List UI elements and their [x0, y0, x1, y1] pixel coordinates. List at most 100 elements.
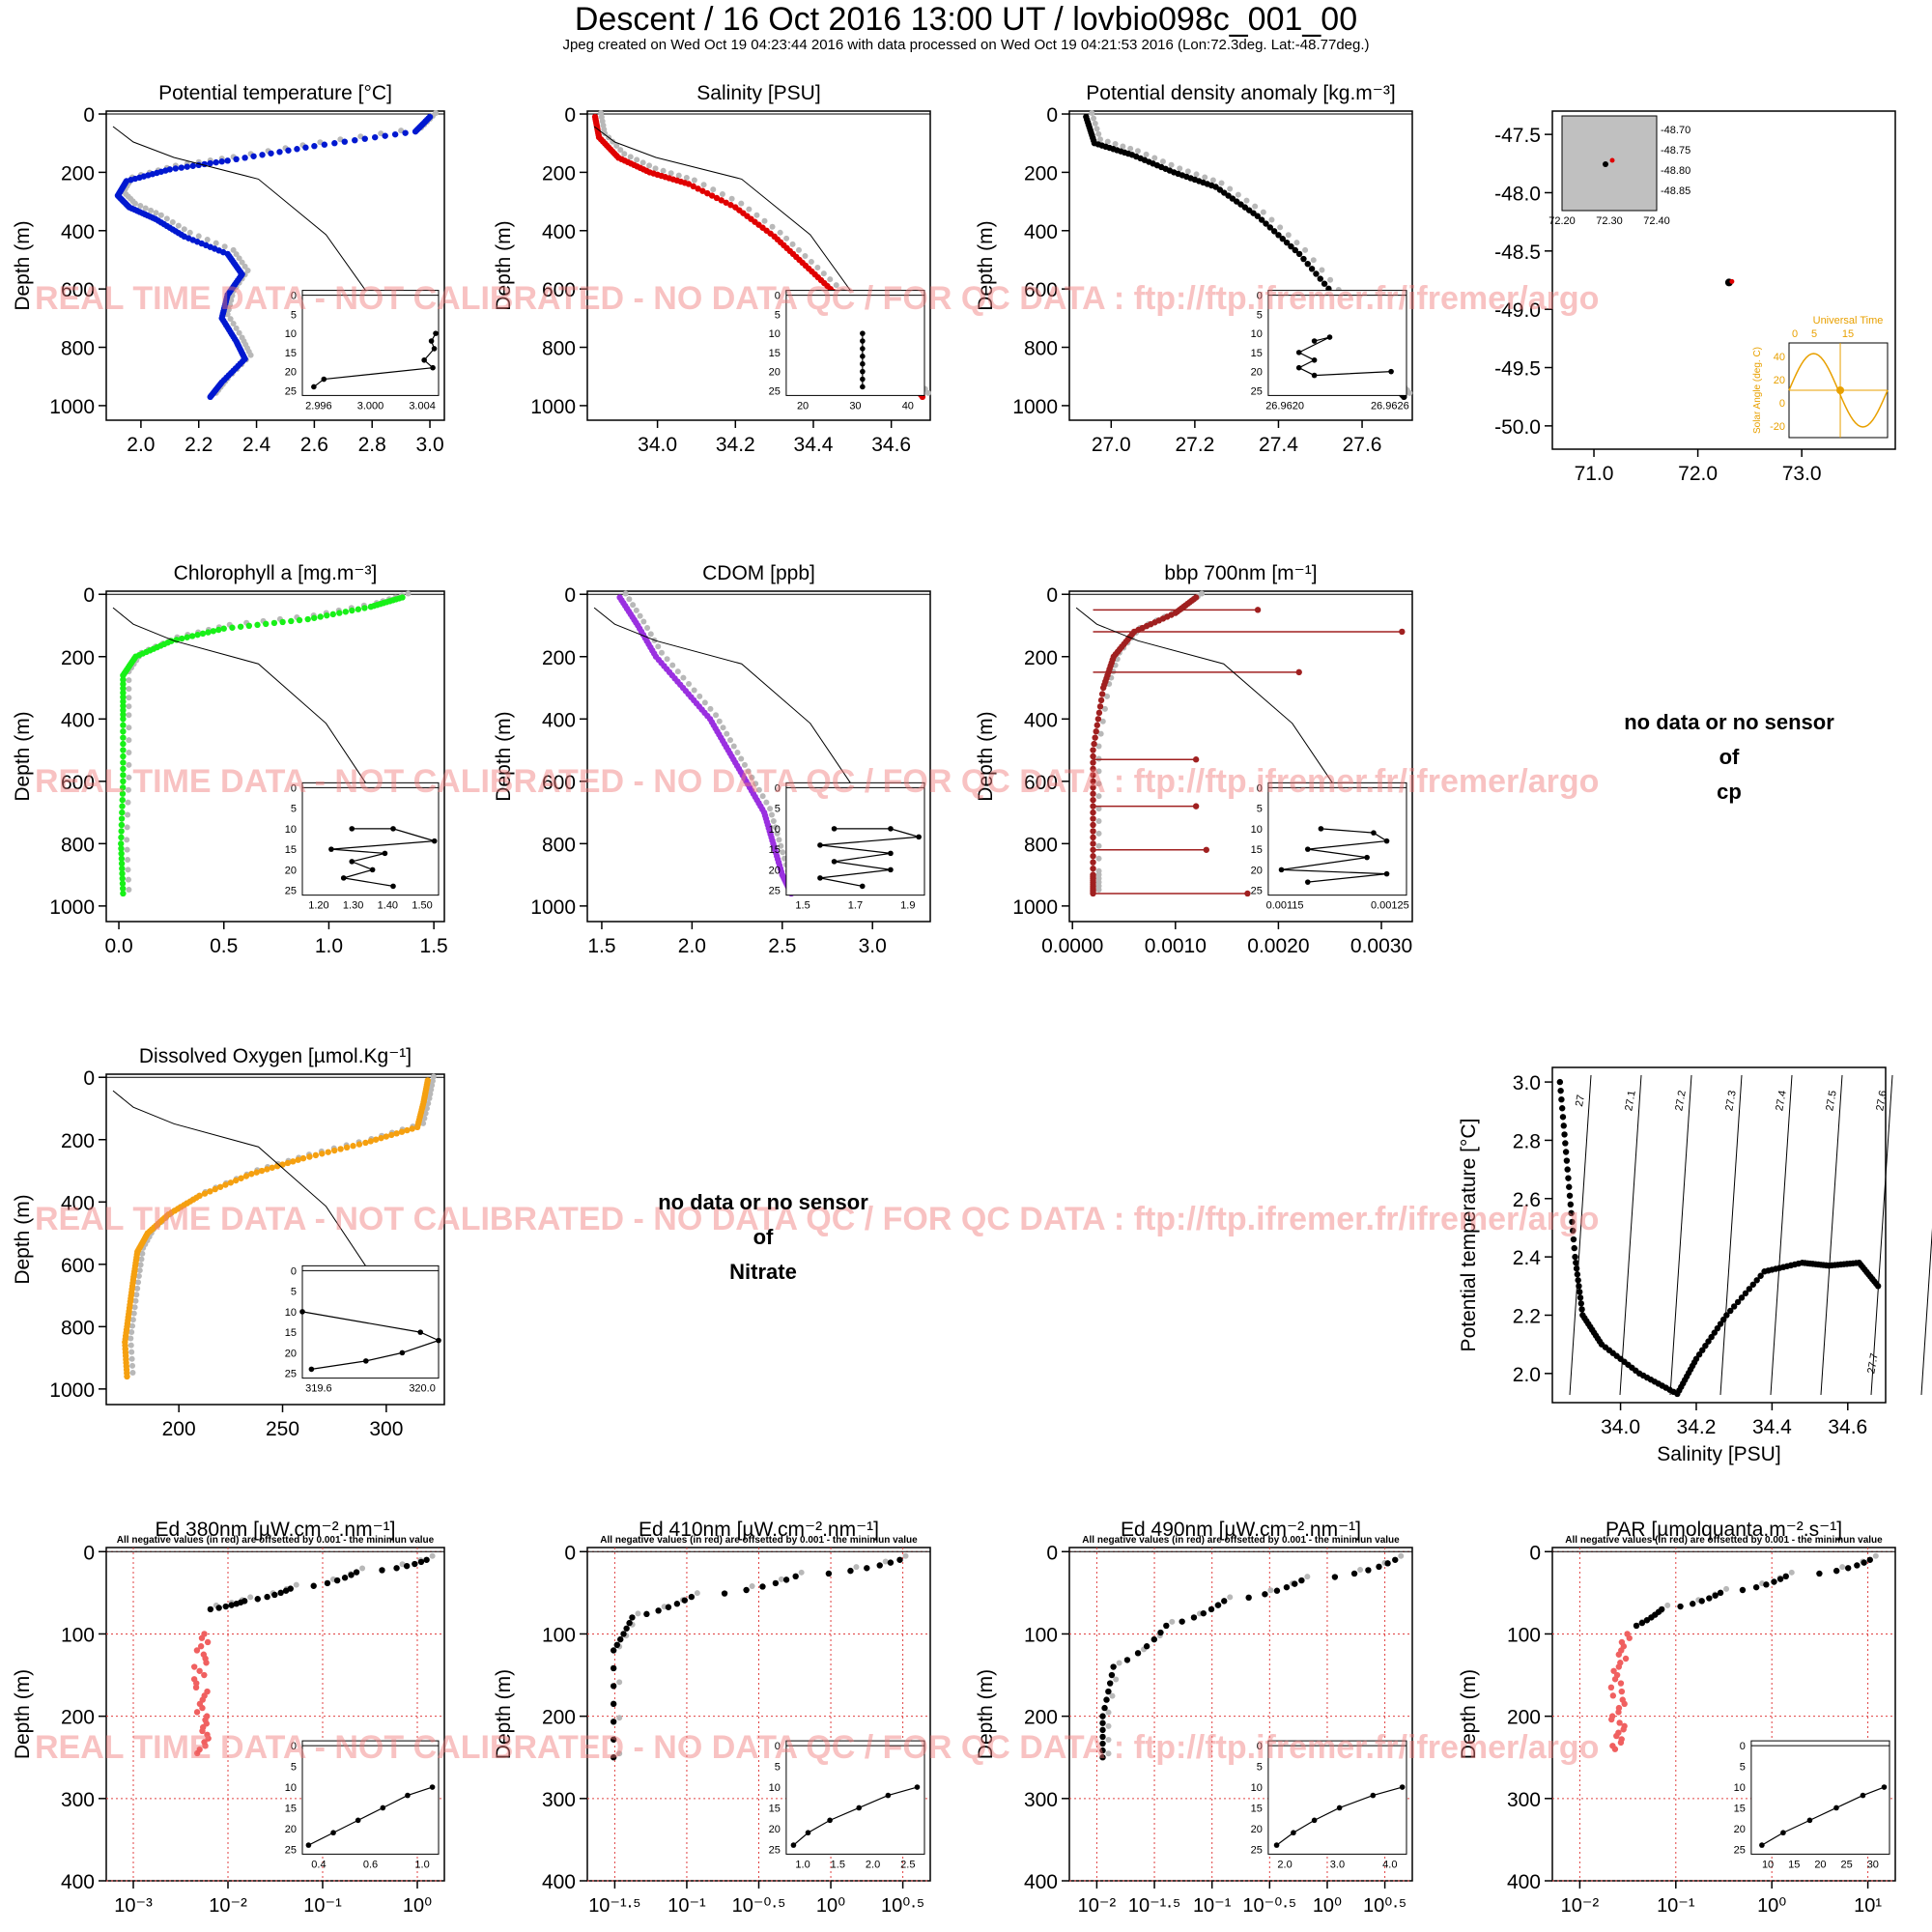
ed380-negative-point: [194, 1647, 200, 1653]
oxy-data-point: [313, 1152, 319, 1158]
map-zoom-xtick-label: 72.40: [1643, 215, 1670, 227]
ed380-data-point: [255, 1596, 261, 1602]
chl-inset-point: [432, 838, 438, 844]
chl-data-point: [324, 612, 329, 618]
ed380-ytick-label: 300: [61, 1789, 95, 1811]
dens-ref-point: [1293, 240, 1299, 245]
chl-ref-point: [125, 812, 130, 818]
temp-ytick-label: 800: [61, 338, 95, 360]
ed410-data-point: [674, 1601, 680, 1606]
ed490-data-point: [1221, 1598, 1227, 1604]
chl-data-point: [120, 723, 126, 728]
chl-ref-point: [126, 724, 131, 730]
cdom-ref-point: [734, 750, 740, 755]
map-zoom-ytick-label: -48.85: [1661, 185, 1690, 197]
bbp-xtick-label: 0.0000: [1041, 935, 1103, 957]
oxy-inset-point: [436, 1338, 441, 1344]
ed380-inset-ytick-label: 25: [285, 1844, 297, 1856]
chl-data-point: [215, 627, 221, 633]
ed410-inset-ytick-label: 15: [769, 1803, 781, 1814]
sal-ref-point: [796, 247, 802, 253]
temp-ref-point: [137, 203, 143, 209]
ts-isopycnal-line: [1771, 1075, 1792, 1395]
no-data-cp: no data or no sensor of cp: [1565, 705, 1893, 810]
ts-isopycnal-label: 27.7: [1865, 1352, 1881, 1375]
par-data-point: [1690, 1601, 1695, 1606]
par-negative-point: [1608, 1717, 1614, 1722]
ed490-xtick-label: 10⁻¹·⁵: [1128, 1895, 1180, 1917]
oxy-inset-ytick-label: 15: [285, 1327, 297, 1339]
oxy-ytick-label: 1000: [49, 1379, 95, 1402]
bbp-xtick-label: 0.0020: [1247, 935, 1309, 957]
temp-data-point: [311, 143, 317, 149]
sal-inset-point: [860, 369, 866, 375]
par-data-point: [1634, 1623, 1639, 1629]
ed380-inset-xtick-label: 0.4: [311, 1859, 326, 1870]
ed490-inset-point: [1400, 1784, 1406, 1790]
cdom-ref-point: [634, 608, 639, 613]
chl-data-point: [120, 891, 126, 896]
dens-ref-point: [1185, 168, 1191, 174]
no-data-cp-line3: cp: [1565, 775, 1893, 810]
ed490-xtick-label: 10⁰·⁵: [1363, 1895, 1406, 1917]
ed410-data-point: [611, 1647, 616, 1653]
cdom-inset-point: [817, 842, 823, 848]
bbp-xtick-label: 0.0030: [1350, 935, 1412, 957]
temp-inset-xtick-label: 3.000: [357, 400, 384, 412]
ed490-data-point: [1201, 1610, 1207, 1616]
ed410-xtick-label: 10⁻⁰·⁵: [732, 1895, 786, 1917]
oxy-ylabel: Depth (m): [12, 1194, 34, 1284]
dens-inset-point: [1388, 369, 1394, 375]
temp-inset-ytick-label: 25: [285, 385, 297, 397]
ed410-data-point: [643, 1611, 649, 1617]
map-sun-point: [1836, 386, 1844, 394]
map-sun-ylabel: Solar Angle (deg. C): [1752, 347, 1763, 434]
bbp-data-point: [1094, 728, 1099, 734]
temp-data-point: [207, 160, 213, 166]
cdom-ref-point: [644, 625, 650, 631]
cdom-inset-point: [916, 835, 922, 840]
oxy-ytick-label: 800: [61, 1317, 95, 1339]
ed410-data-point: [682, 1597, 688, 1603]
ed490-data-point: [1376, 1564, 1381, 1570]
oxy-data-point: [362, 1140, 368, 1146]
sal-ref-point: [720, 191, 725, 197]
map-sun-ytick-label: 0: [1779, 398, 1785, 410]
dens-data-point: [1296, 251, 1302, 257]
ed380-data-point: [348, 1572, 354, 1577]
temp-data-point: [412, 128, 418, 134]
bbp-data-point: [1099, 691, 1105, 696]
ts-data-point: [1562, 1140, 1568, 1146]
bbp-spike-point: [1193, 803, 1199, 809]
par-data-point: [1718, 1590, 1723, 1596]
cdom-inset-ytick-label: 5: [775, 804, 781, 815]
sal-inset-ytick-label: 10: [769, 328, 781, 340]
ed410-ref-point: [695, 1590, 700, 1596]
chl-inset-point: [370, 867, 376, 873]
cdom-ref-point: [659, 650, 665, 656]
ed380-data-point: [404, 1563, 410, 1569]
bbp-ytick-label: 800: [1024, 834, 1058, 856]
oxy-inset-point: [309, 1367, 315, 1373]
ed410-data-point: [888, 1559, 894, 1565]
bbp-ytick-label: 1000: [1012, 896, 1058, 919]
temp-ref-point: [248, 353, 254, 358]
ed490-inset-ytick-label: 10: [1251, 1782, 1263, 1794]
sal-xtick-label: 34.0: [638, 434, 677, 456]
ed490-data-point: [1144, 1643, 1150, 1649]
par-xtick-label: 10¹: [1854, 1895, 1882, 1917]
cdom-inset-xtick-label: 1.5: [795, 900, 810, 912]
ed490-ref-point: [1106, 1723, 1112, 1729]
dens-ref-point: [1227, 186, 1233, 192]
par-inset-ytick-label: 10: [1734, 1782, 1746, 1794]
temp-ref-point: [143, 205, 149, 211]
ed490-data-point: [1351, 1571, 1357, 1577]
ed490-inset-point: [1337, 1805, 1343, 1811]
ed410-ref-point: [616, 1715, 622, 1720]
ed380-negative-point: [199, 1635, 205, 1641]
temp-ref-point: [205, 237, 211, 242]
bbp-inset-point: [1279, 867, 1285, 873]
chl-ref-point: [126, 686, 131, 692]
par-xtick-label: 10⁰: [1757, 1895, 1786, 1917]
ed490-ref-point: [1113, 1677, 1119, 1683]
